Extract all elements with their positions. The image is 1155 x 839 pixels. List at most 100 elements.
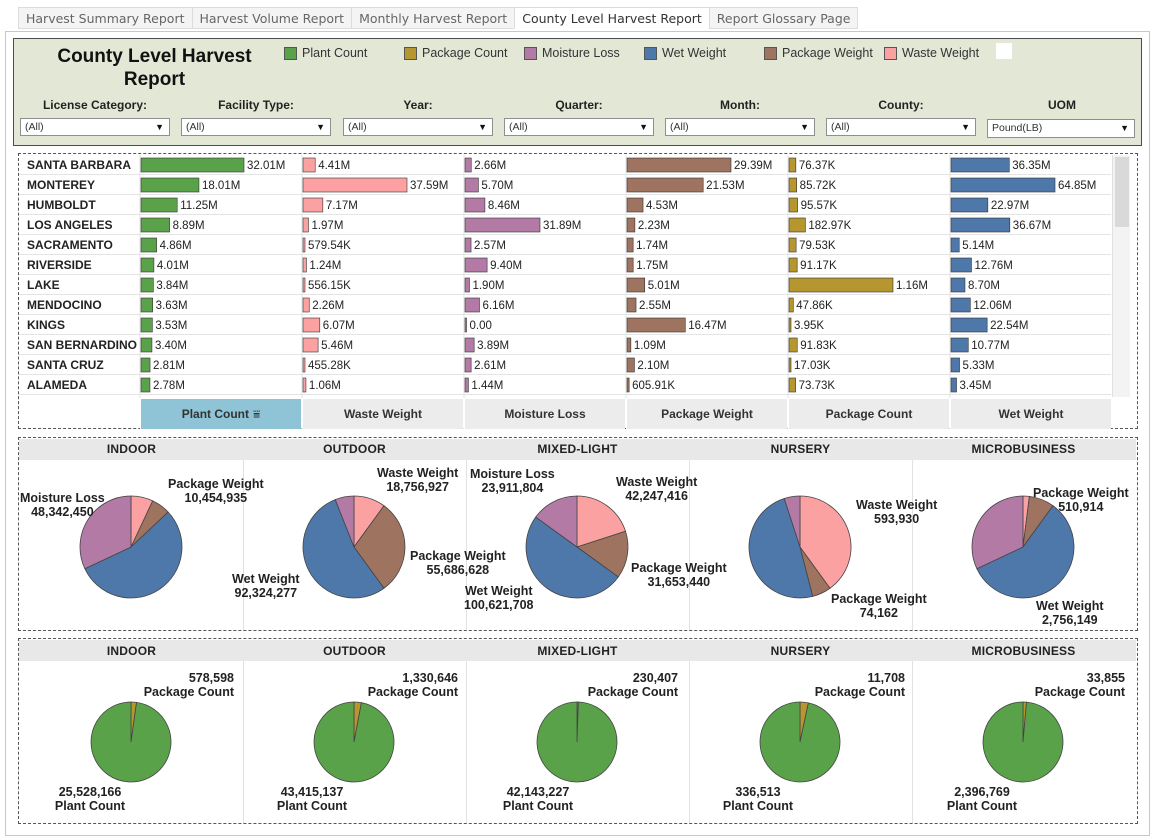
bar-wet-weight[interactable] [950, 217, 1011, 233]
bar-package-weight[interactable] [626, 197, 644, 213]
tab-harvest-volume[interactable]: Harvest Volume Report [191, 7, 352, 29]
table-row[interactable] [19, 255, 1111, 275]
legend-item-plant-count[interactable]: Plant Count [284, 45, 367, 61]
column-header-package-count[interactable]: Package Count [788, 399, 949, 429]
bar-plant-count[interactable] [140, 277, 154, 293]
bar-waste-weight[interactable] [302, 257, 307, 273]
bar-package-count[interactable] [788, 257, 798, 273]
table-row[interactable] [19, 375, 1111, 395]
bar-package-count[interactable] [788, 377, 796, 393]
bar-plant-count[interactable] [140, 237, 157, 253]
bar-package-weight[interactable] [626, 217, 636, 233]
bar-package-count[interactable] [788, 177, 797, 193]
bar-package-weight[interactable] [626, 377, 630, 393]
bar-waste-weight[interactable] [302, 237, 306, 253]
filter-month-select[interactable]: (All) ▼ [665, 118, 815, 136]
bar-wet-weight[interactable] [950, 377, 957, 393]
bar-waste-weight[interactable] [302, 217, 309, 233]
bar-wet-weight[interactable] [950, 357, 960, 373]
legend-item-moisture-loss[interactable]: Moisture Loss [524, 45, 620, 61]
bar-waste-weight[interactable] [302, 377, 307, 393]
bar-package-weight[interactable] [626, 177, 704, 193]
sort-descending-icon[interactable]: ⩸ [253, 407, 261, 421]
bar-waste-weight[interactable] [302, 357, 306, 373]
bar-package-weight[interactable] [626, 157, 732, 173]
bar-plant-count[interactable] [140, 257, 155, 273]
tab-monthly-harvest[interactable]: Monthly Harvest Report [351, 7, 515, 29]
bar-package-count[interactable] [788, 157, 797, 173]
filter-quarter-select[interactable]: (All) ▼ [504, 118, 654, 136]
bar-package-count[interactable] [788, 297, 794, 313]
bar-waste-weight[interactable] [302, 317, 321, 333]
table-row[interactable] [19, 175, 1111, 195]
table-row[interactable] [19, 155, 1111, 175]
bar-wet-weight[interactable] [950, 157, 1010, 173]
bar-waste-weight[interactable] [302, 157, 316, 173]
bar-package-count[interactable] [788, 357, 792, 373]
column-header-wet-weight[interactable]: Wet Weight [950, 399, 1111, 429]
bar-package-weight[interactable] [626, 317, 686, 333]
column-header-waste-weight[interactable]: Waste Weight [302, 399, 463, 429]
filter-year-select[interactable]: (All) ▼ [343, 118, 493, 136]
bar-package-weight[interactable] [626, 357, 635, 373]
bar-moisture-loss[interactable] [464, 317, 467, 333]
bar-waste-weight[interactable] [302, 177, 408, 193]
table-row[interactable] [19, 215, 1111, 235]
bar-plant-count[interactable] [140, 157, 245, 173]
bar-plant-count[interactable] [140, 357, 151, 373]
bar-package-weight[interactable] [626, 277, 646, 293]
table-row[interactable] [19, 335, 1111, 355]
column-header-plant-count[interactable]: Plant Count ⩸ [140, 399, 301, 429]
bar-wet-weight[interactable] [950, 337, 969, 353]
bar-plant-count[interactable] [140, 377, 151, 393]
bar-package-count[interactable] [788, 197, 798, 213]
bar-wet-weight[interactable] [950, 237, 960, 253]
bar-moisture-loss[interactable] [464, 257, 488, 273]
table-row[interactable] [19, 315, 1111, 335]
bar-plant-count[interactable] [140, 317, 153, 333]
bar-package-count[interactable] [788, 237, 797, 253]
bar-wet-weight[interactable] [950, 177, 1056, 193]
bar-moisture-loss[interactable] [464, 177, 479, 193]
bar-moisture-loss[interactable] [464, 297, 480, 313]
legend-item-package-count[interactable]: Package Count [404, 45, 507, 61]
bar-package-weight[interactable] [626, 297, 637, 313]
column-header-package-weight[interactable]: Package Weight [626, 399, 787, 429]
bar-package-count[interactable] [788, 277, 894, 293]
filter-county-select[interactable]: (All) ▼ [826, 118, 976, 136]
bar-waste-weight[interactable] [302, 337, 319, 353]
vertical-scrollbar[interactable] [1112, 155, 1130, 397]
bar-moisture-loss[interactable] [464, 337, 475, 353]
filter-license-category-select[interactable]: (All) ▼ [20, 118, 170, 136]
table-row[interactable] [19, 195, 1111, 215]
table-row[interactable] [19, 235, 1111, 255]
bar-wet-weight[interactable] [950, 197, 989, 213]
bar-plant-count[interactable] [140, 217, 170, 233]
bar-waste-weight[interactable] [302, 297, 310, 313]
legend-item-waste-weight[interactable]: Waste Weight [884, 45, 979, 61]
bar-moisture-loss[interactable] [464, 217, 541, 233]
bar-package-count[interactable] [788, 317, 792, 333]
bar-package-count[interactable] [788, 217, 806, 233]
bar-wet-weight[interactable] [950, 277, 966, 293]
column-header-moisture-loss[interactable]: Moisture Loss [464, 399, 625, 429]
legend-item-wet-weight[interactable]: Wet Weight [644, 45, 726, 61]
bar-package-weight[interactable] [626, 257, 634, 273]
bar-moisture-loss[interactable] [464, 237, 472, 253]
filter-uom-select[interactable]: Pound(LB) ▼ [987, 119, 1135, 138]
bar-moisture-loss[interactable] [464, 197, 486, 213]
table-row[interactable] [19, 355, 1111, 375]
bar-wet-weight[interactable] [950, 297, 971, 313]
bar-plant-count[interactable] [140, 177, 200, 193]
bar-plant-count[interactable] [140, 297, 153, 313]
table-row[interactable] [19, 295, 1111, 315]
tab-harvest-summary[interactable]: Harvest Summary Report [18, 7, 192, 29]
tab-report-glossary[interactable]: Report Glossary Page [708, 7, 859, 29]
tab-county-level-harvest[interactable]: County Level Harvest Report [514, 7, 709, 29]
bar-waste-weight[interactable] [302, 197, 324, 213]
bar-plant-count[interactable] [140, 197, 178, 213]
table-row[interactable] [19, 275, 1111, 295]
bar-package-count[interactable] [788, 337, 798, 353]
bar-wet-weight[interactable] [950, 317, 988, 333]
bar-moisture-loss[interactable] [464, 157, 472, 173]
